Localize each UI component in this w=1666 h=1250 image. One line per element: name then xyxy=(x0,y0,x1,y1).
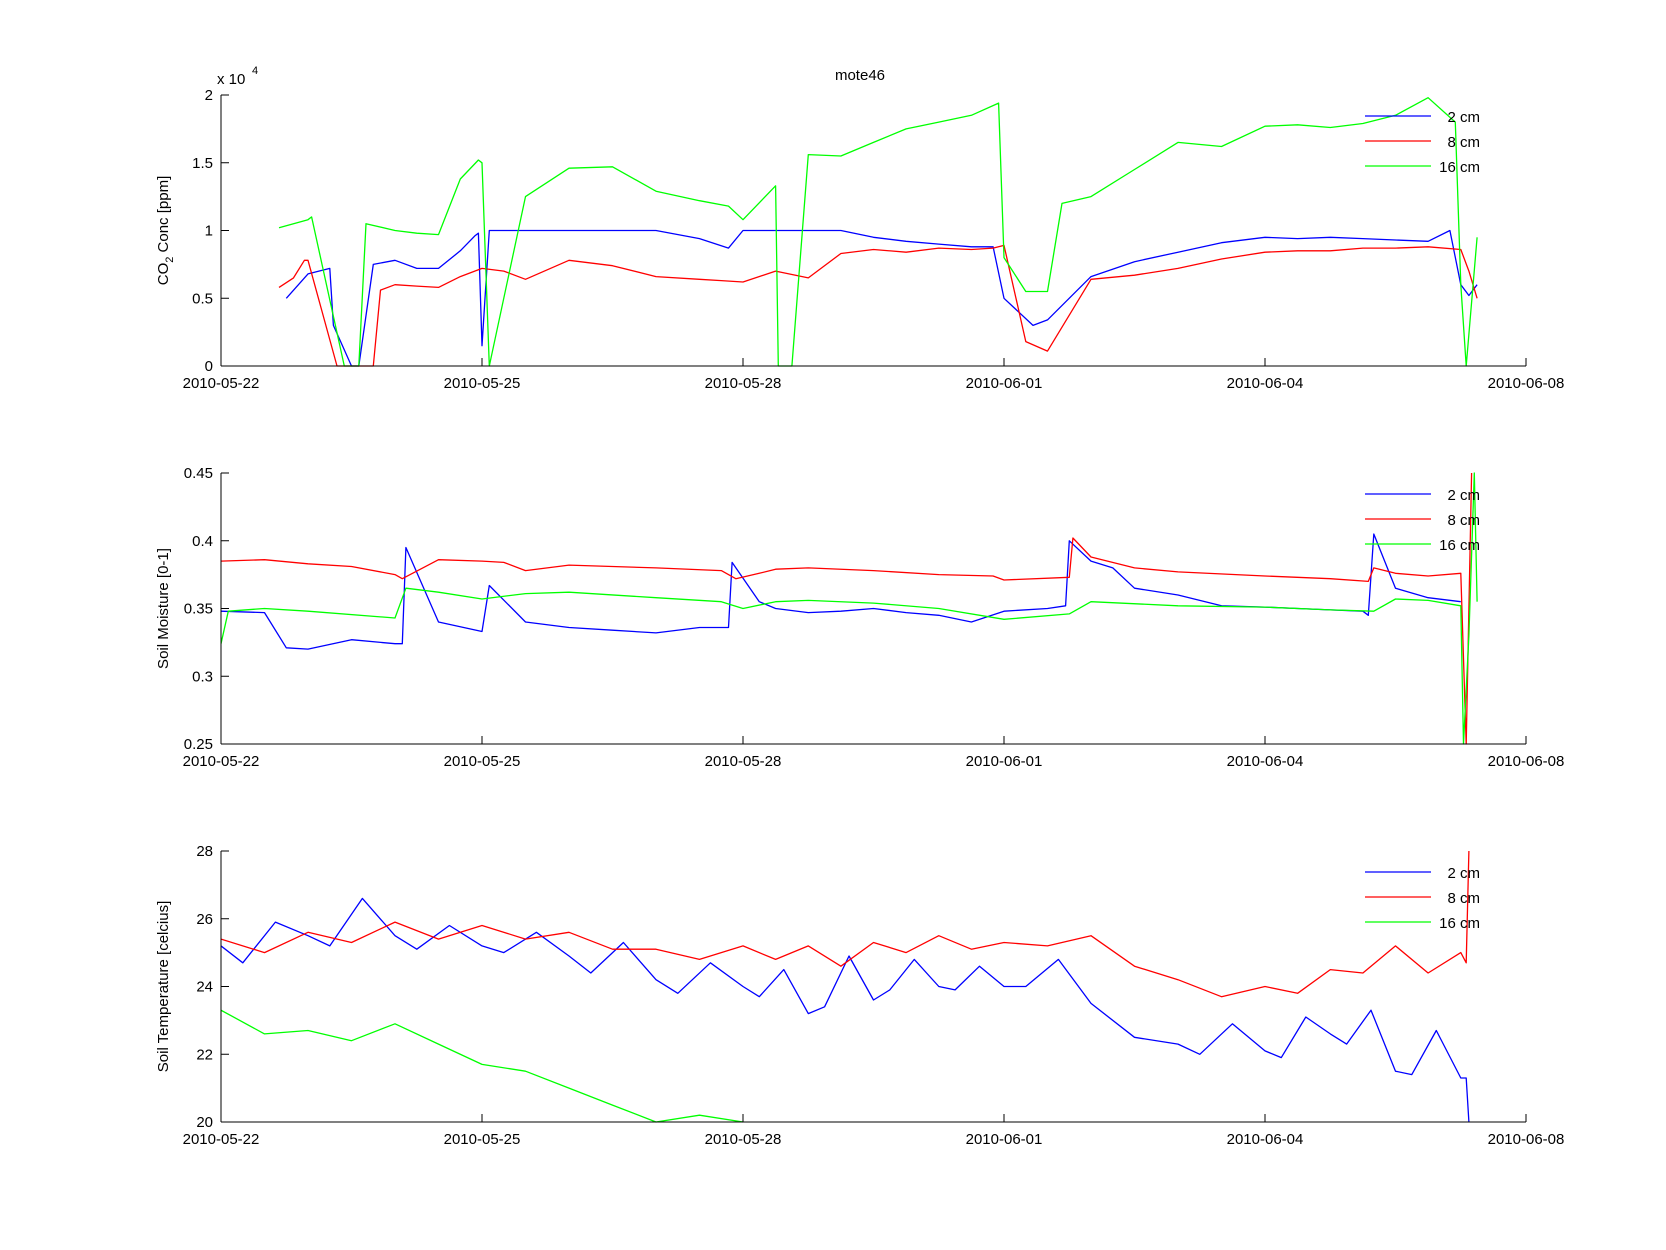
legend-label: 8 cm xyxy=(1447,512,1480,529)
y-tick-label: 28 xyxy=(196,843,213,860)
x-tick-label: 2010-05-25 xyxy=(444,375,521,392)
series-line-16cm xyxy=(221,472,1478,745)
x-tick-label: 2010-06-08 xyxy=(1488,753,1565,770)
y-tick-label: 1 xyxy=(205,223,213,240)
figure-title: mote46 xyxy=(835,67,885,84)
legend-label: 8 cm xyxy=(1447,134,1480,151)
legend: 2 cm 8 cm 16 cm xyxy=(1365,109,1480,176)
y-tick-label: 1.5 xyxy=(192,155,213,172)
series-group xyxy=(221,472,1478,745)
y-tick-label: 26 xyxy=(196,911,213,928)
legend-label: 16 cm xyxy=(1439,915,1480,932)
y-axis-label-subscript: 2 xyxy=(164,257,176,263)
plot-area xyxy=(221,851,1526,1122)
x-tick-label: 2010-06-04 xyxy=(1227,375,1304,392)
x-tick-label: 2010-05-25 xyxy=(444,1131,521,1148)
series-line-2cm xyxy=(221,897,1470,1123)
x-tick-label: 2010-06-08 xyxy=(1488,1131,1565,1148)
series-group xyxy=(278,97,1478,367)
y-axis-label-rest: Conc [ppm] xyxy=(155,176,172,257)
legend-label: 8 cm xyxy=(1447,890,1480,907)
series-line-8cm xyxy=(221,472,1473,745)
x-tick-label: 2010-06-04 xyxy=(1227,1131,1304,1148)
x-tick-label: 2010-06-01 xyxy=(966,753,1043,770)
x-tick-label: 2010-06-01 xyxy=(966,375,1043,392)
panel-2: 2010-05-22 2010-05-25 2010-05-28 2010-06-01… xyxy=(155,465,1564,770)
y-axis-label: Soil Moisture [0-1] xyxy=(155,548,172,669)
y-exponent-label: x 10 xyxy=(217,71,245,88)
y-axis-label-main: CO xyxy=(155,263,172,286)
y-tick-label: 0.35 xyxy=(184,601,213,618)
series-line-2cm xyxy=(285,229,1478,367)
y-tick-label: 20 xyxy=(196,1114,213,1131)
legend: 2 cm 8 cm 16 cm xyxy=(1365,487,1480,554)
x-tick-label: 2010-06-01 xyxy=(966,1131,1043,1148)
x-tick-label: 2010-05-28 xyxy=(705,753,782,770)
legend-label: 2 cm xyxy=(1447,487,1480,504)
series-line-8cm xyxy=(221,850,1470,998)
x-tick-label: 2010-05-22 xyxy=(183,753,260,770)
legend-label: 2 cm xyxy=(1447,109,1480,126)
y-tick-label: 0.45 xyxy=(184,465,213,482)
x-tick-label: 2010-06-08 xyxy=(1488,375,1565,392)
legend: 2 cm 8 cm 16 cm xyxy=(1365,865,1480,932)
x-tick-label: 2010-05-22 xyxy=(183,375,260,392)
y-tick-label: 22 xyxy=(196,1046,213,1063)
x-tick-label: 2010-05-28 xyxy=(705,1131,782,1148)
plot-area xyxy=(221,95,1526,366)
y-exponent-power: 4 xyxy=(252,65,258,77)
y-axis-label: CO2 Conc [ppm] xyxy=(155,176,176,286)
y-tick-label: 0.25 xyxy=(184,736,213,753)
panel-3: 2010-05-22 2010-05-25 2010-05-28 2010-06-01… xyxy=(155,843,1564,1148)
x-tick-label: 2010-06-04 xyxy=(1227,753,1304,770)
panel-1: 2010-05-22 2010-05-25 2010-05-28 2010-06-01… xyxy=(155,65,1564,392)
legend-label: 16 cm xyxy=(1439,159,1480,176)
y-axis-label: Soil Temperature [celcius] xyxy=(155,901,172,1072)
y-tick-label: 24 xyxy=(196,979,213,996)
series-line-16cm xyxy=(278,97,1478,367)
y-tick-label: 0.5 xyxy=(192,290,213,307)
x-tick-label: 2010-05-25 xyxy=(444,753,521,770)
x-tick-label: 2010-05-28 xyxy=(705,375,782,392)
legend-label: 16 cm xyxy=(1439,537,1480,554)
y-tick-label: 0 xyxy=(205,358,213,375)
legend-label: 2 cm xyxy=(1447,865,1480,882)
plots-container: 2010-05-22 2010-05-25 2010-05-28 2010-06-01… xyxy=(155,65,1564,1148)
y-tick-label: 2 xyxy=(205,87,213,104)
y-tick-label: 0.3 xyxy=(192,668,213,685)
x-tick-label: 2010-05-22 xyxy=(183,1131,260,1148)
y-tick-label: 0.4 xyxy=(192,533,213,550)
series-line-8cm xyxy=(278,244,1478,367)
